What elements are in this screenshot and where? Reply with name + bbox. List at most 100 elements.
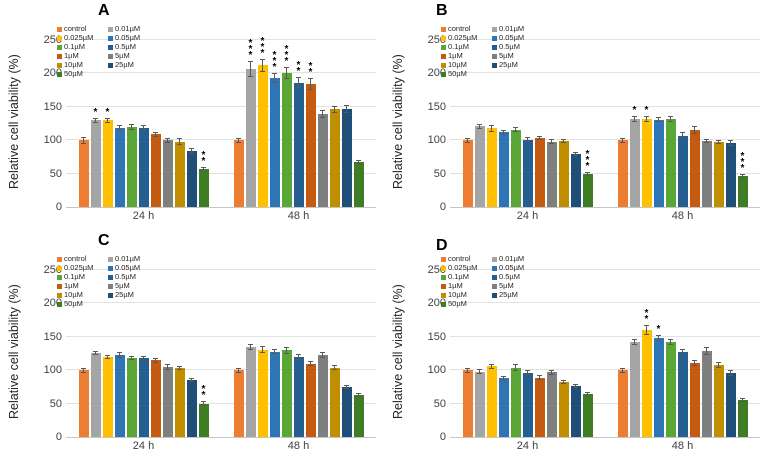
error-bar <box>343 105 349 114</box>
gridline <box>66 39 376 40</box>
significance-marker: * * * <box>284 44 289 68</box>
error-bar <box>247 61 253 78</box>
bar-0.1µM <box>510 270 521 437</box>
gridline <box>450 302 760 304</box>
bar-rect <box>534 137 545 207</box>
bar-rect <box>689 130 700 207</box>
legend-item-5µM: 5µM <box>492 52 524 60</box>
bar-rect <box>293 356 304 437</box>
bar-10µM <box>329 40 340 207</box>
panel-label-D: D <box>436 237 448 254</box>
bar-rect <box>317 354 328 437</box>
legend-label: 10µM <box>64 60 83 69</box>
error-bar <box>271 72 277 84</box>
legend-item-1µM: 1µM <box>57 282 104 290</box>
bar-rect <box>510 367 521 437</box>
legend-swatch-icon <box>57 53 62 59</box>
bar-rect <box>138 358 149 437</box>
legend-item-0.01µM: 0.01µM <box>492 255 524 263</box>
legend-label: 0.1µM <box>448 42 469 51</box>
bar-rect <box>725 142 736 207</box>
error-bar <box>691 126 697 135</box>
bar-rect <box>162 366 173 437</box>
bar-0.5µM <box>677 270 688 437</box>
bar-rect <box>245 346 256 437</box>
y-tick-label: 150 <box>427 100 446 113</box>
legend-item-0.5µM: 0.5µM <box>108 43 140 51</box>
gridline <box>66 402 376 404</box>
error-bar <box>295 354 301 360</box>
error-bar <box>464 137 470 144</box>
error-bar <box>727 370 733 376</box>
bar-1µM <box>534 40 545 207</box>
legend-label: 0.5µM <box>115 272 136 281</box>
bar-rect <box>641 118 652 207</box>
gridline <box>66 369 376 371</box>
legend-swatch-icon <box>492 274 497 280</box>
gridline <box>66 139 376 141</box>
error-bar <box>319 110 325 119</box>
legend-label: 25µM <box>115 290 134 299</box>
error-bar <box>247 343 253 351</box>
error-bar <box>548 369 554 376</box>
bar-rect <box>198 403 209 437</box>
legend-label: 50µM <box>448 299 467 308</box>
bar-10µM <box>174 270 185 437</box>
legend-label: control <box>64 254 87 263</box>
bar-25µM <box>186 40 197 207</box>
error-bar <box>643 116 649 122</box>
plot-area: * * * * * * * * * * * * * * * * * * * * <box>66 36 376 208</box>
bar-rect <box>126 126 137 207</box>
error-bar <box>283 67 289 80</box>
bar-0.01µM <box>245 270 256 437</box>
bar-50µM: * * <box>198 270 209 437</box>
bar-0.025µM <box>486 270 497 437</box>
x-group-label: 48 h <box>287 440 310 452</box>
bar-0.01µM <box>474 270 485 437</box>
legend-label: 10µM <box>448 60 467 69</box>
legend-swatch-icon <box>492 265 497 271</box>
legend-label: 0.01µM <box>115 24 141 33</box>
bar-rect <box>665 118 676 207</box>
legend-swatch-icon <box>57 256 62 262</box>
bar-10µM <box>174 40 185 207</box>
bar-0.05µM <box>498 270 509 437</box>
bar-rect <box>233 140 244 207</box>
significance-marker: * * <box>644 308 649 326</box>
bar-50µM <box>582 270 593 437</box>
error-bar <box>259 58 265 73</box>
error-bar <box>259 346 265 353</box>
gridline <box>450 269 760 270</box>
error-bar <box>92 117 98 124</box>
error-bar <box>524 136 530 143</box>
legend-item-0.1µM: 0.1µM <box>441 273 488 281</box>
error-bar <box>536 374 542 381</box>
significance-marker: * <box>644 105 649 117</box>
bar-5µM <box>162 40 173 207</box>
bar-0.025µM <box>486 40 497 207</box>
plot-area: * * * * * * * * <box>450 39 760 208</box>
legend-label: 0.5µM <box>499 42 520 51</box>
bar-0.05µM: * <box>653 270 664 437</box>
legend-swatch-icon <box>441 53 446 59</box>
bar-rect <box>245 69 256 207</box>
error-bar <box>560 380 566 385</box>
bar-rect <box>162 140 173 207</box>
x-group-label: 24 h <box>516 440 539 452</box>
legend-label: 25µM <box>499 60 518 69</box>
legend-swatch-icon <box>441 292 446 298</box>
error-bar <box>331 364 337 371</box>
legend-label: 0.05µM <box>499 33 525 42</box>
bar-group-48h: * * * <box>605 270 760 437</box>
bar-1µM <box>689 270 700 437</box>
plot-area: * * <box>66 269 376 438</box>
legend-label: 5µM <box>115 281 130 290</box>
bar-0.1µM <box>665 40 676 207</box>
y-tick-label: 0 <box>439 431 446 443</box>
legend-label: 0.1µM <box>448 272 469 281</box>
legend-item-10µM: 10µM <box>441 61 488 69</box>
legend-label: 0.5µM <box>499 272 520 281</box>
legend-swatch-icon <box>492 53 497 59</box>
y-tick-label: 150 <box>43 100 62 113</box>
bar-0.05µM <box>498 40 509 207</box>
